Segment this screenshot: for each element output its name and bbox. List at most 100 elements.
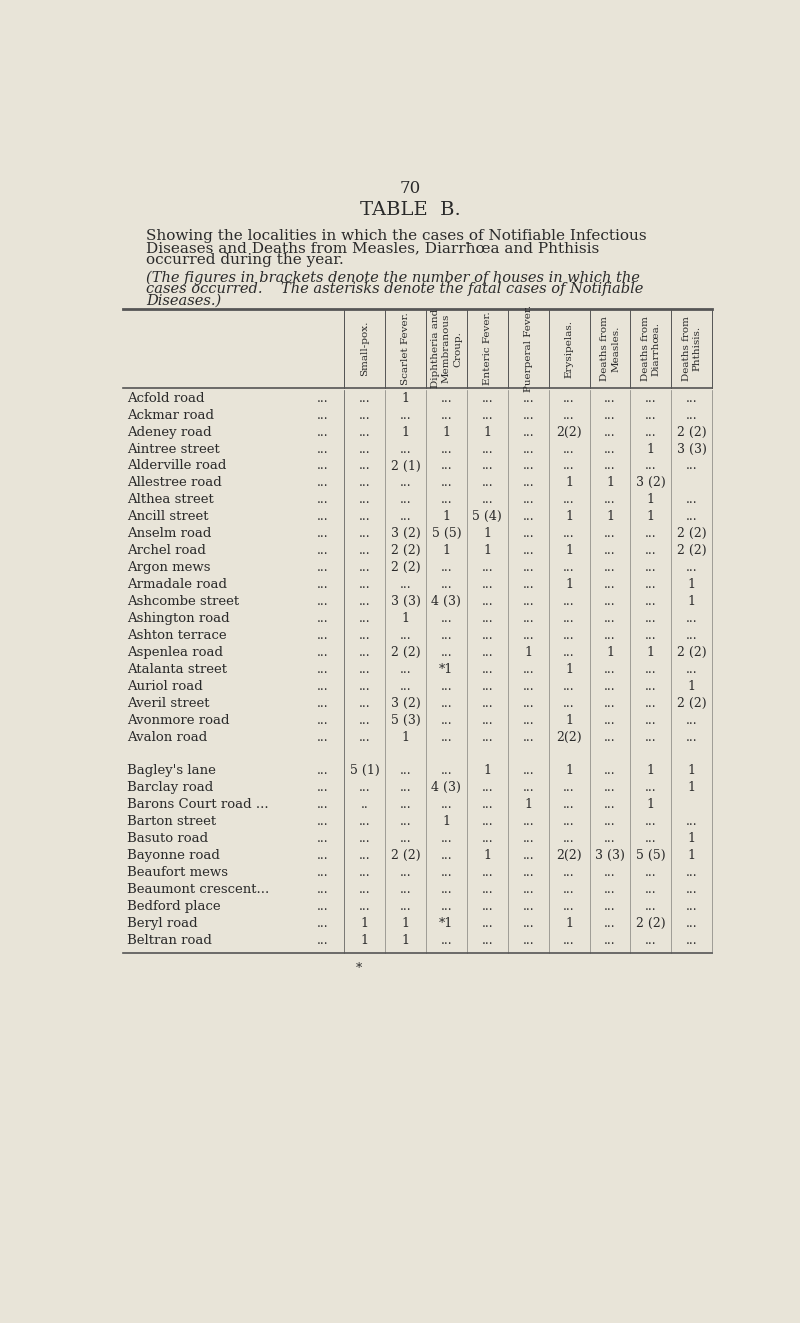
Text: ...: ... [482,392,493,405]
Text: ...: ... [604,613,616,624]
Text: 1: 1 [402,917,410,930]
Text: cases occurred.    The asterisks denote the fatal cases of Notifiable: cases occurred. The asterisks denote the… [146,282,644,296]
Text: Deaths from
Measles.: Deaths from Measles. [600,316,620,381]
Text: ...: ... [563,867,575,878]
Text: ...: ... [563,697,575,709]
Text: ...: ... [400,765,411,778]
Text: ...: ... [645,613,657,624]
Text: ...: ... [645,459,657,472]
Text: ...: ... [317,680,328,693]
Text: Adeney road: Adeney road [127,426,212,439]
Text: ...: ... [317,595,328,609]
Text: 2 (2): 2 (2) [390,849,420,863]
Text: 2 (2): 2 (2) [677,697,706,709]
Text: 1: 1 [647,765,655,778]
Text: Scarlet Fever.: Scarlet Fever. [401,312,410,385]
Text: ...: ... [317,493,328,507]
Text: ...: ... [645,528,657,540]
Text: ...: ... [604,882,616,896]
Text: ...: ... [563,613,575,624]
Text: ...: ... [441,561,452,574]
Text: ...: ... [317,459,328,472]
Text: 3 (2): 3 (2) [390,697,420,709]
Text: ...: ... [358,459,370,472]
Text: ...: ... [686,663,698,676]
Text: ...: ... [482,782,493,794]
Text: 2 (2): 2 (2) [677,426,706,439]
Text: Althea street: Althea street [127,493,214,507]
Text: 1: 1 [402,613,410,624]
Text: ...: ... [645,900,657,913]
Text: 1: 1 [565,511,573,524]
Text: ...: ... [482,493,493,507]
Text: ...: ... [604,409,616,422]
Text: 1: 1 [483,765,491,778]
Text: ...: ... [358,476,370,490]
Text: Enteric Fever.: Enteric Fever. [482,312,492,385]
Text: occurred during the year.: occurred during the year. [146,254,344,267]
Text: ...: ... [482,900,493,913]
Text: ...: ... [522,713,534,726]
Text: ...: ... [482,798,493,811]
Text: ...: ... [522,595,534,609]
Text: ...: ... [358,528,370,540]
Text: 3 (3): 3 (3) [677,443,706,455]
Text: ...: ... [441,392,452,405]
Text: 1: 1 [402,730,410,744]
Text: ...: ... [317,443,328,455]
Text: ...: ... [358,613,370,624]
Text: ...: ... [358,544,370,557]
Text: Puerperal Fever.: Puerperal Fever. [524,306,533,392]
Text: Ashington road: Ashington road [127,613,230,624]
Text: ...: ... [400,578,411,591]
Text: ...: ... [400,663,411,676]
Text: ...: ... [686,459,698,472]
Text: ...: ... [358,900,370,913]
Text: ...: ... [482,578,493,591]
Text: 1: 1 [688,680,696,693]
Text: ...: ... [317,578,328,591]
Text: ...: ... [522,578,534,591]
Text: ...: ... [604,680,616,693]
Text: ...: ... [482,934,493,947]
Text: Barton street: Barton street [127,815,216,828]
Text: ...: ... [604,917,616,930]
Text: ...: ... [482,882,493,896]
Text: ...: ... [522,680,534,693]
Text: ...: ... [522,849,534,863]
Text: ...: ... [645,697,657,709]
Text: ...: ... [563,528,575,540]
Text: ...: ... [645,782,657,794]
Text: Atalanta street: Atalanta street [127,663,227,676]
Text: ...: ... [522,697,534,709]
Text: ...: ... [604,798,616,811]
Text: ...: ... [441,628,452,642]
Text: Basuto road: Basuto road [127,832,208,845]
Text: ...: ... [645,544,657,557]
Text: ...: ... [317,613,328,624]
Text: ...: ... [400,882,411,896]
Text: ...: ... [400,782,411,794]
Text: ...: ... [400,832,411,845]
Text: ...: ... [482,832,493,845]
Text: ...: ... [358,882,370,896]
Text: ...: ... [686,882,698,896]
Text: ...: ... [441,765,452,778]
Text: ...: ... [400,900,411,913]
Text: Ackmar road: Ackmar road [127,409,214,422]
Text: ...: ... [317,561,328,574]
Text: ...: ... [686,511,698,524]
Text: ...: ... [686,934,698,947]
Text: ...: ... [604,392,616,405]
Text: ...: ... [317,832,328,845]
Text: Avalon road: Avalon road [127,730,207,744]
Text: Showing the localities in which the cases of Notifiable Infectious: Showing the localities in which the case… [146,229,647,243]
Text: ...: ... [317,815,328,828]
Text: ...: ... [358,713,370,726]
Text: ...: ... [358,409,370,422]
Text: ...: ... [358,511,370,524]
Text: 4 (3): 4 (3) [431,595,462,609]
Text: 1: 1 [647,443,655,455]
Text: ...: ... [441,900,452,913]
Text: 1: 1 [647,646,655,659]
